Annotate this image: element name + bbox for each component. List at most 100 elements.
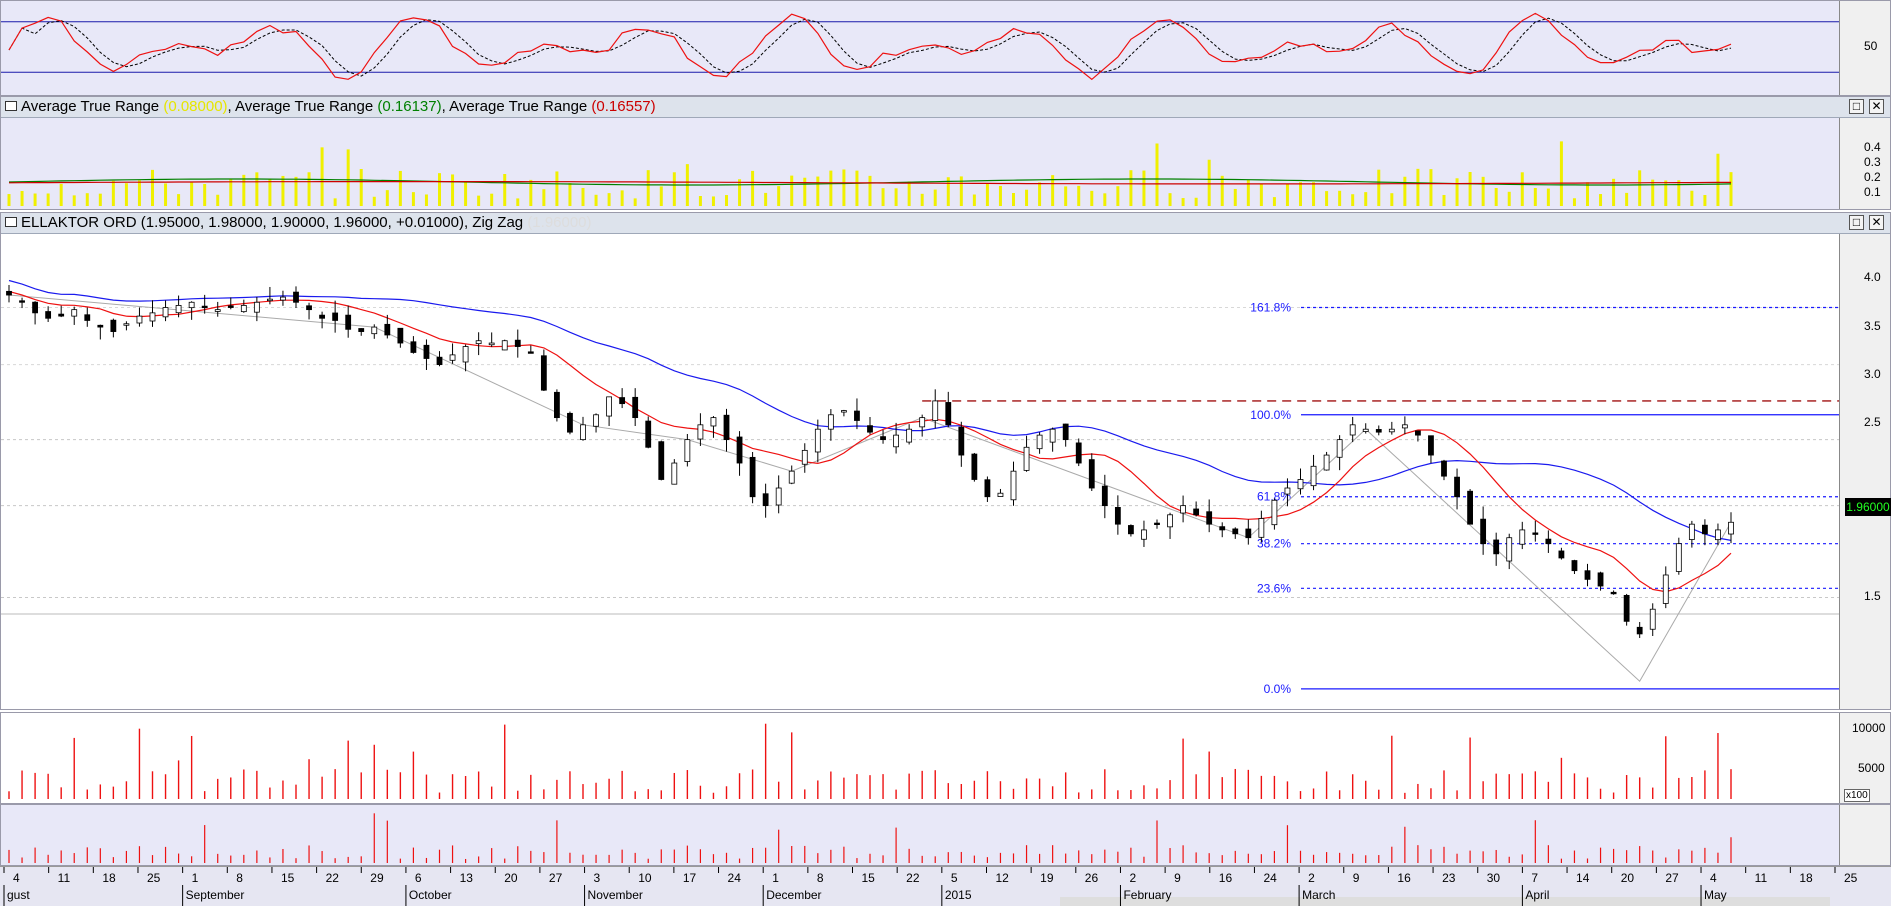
candle-up <box>606 396 612 417</box>
candle-up <box>814 428 821 453</box>
price-plot[interactable]: 161.8% 100.0% 61.8% 38.2% 23.6% 0.0% <box>1 234 1841 710</box>
candle-down <box>84 314 91 321</box>
candle-down <box>1232 528 1239 535</box>
atr-title-part: , Average True Range <box>441 98 592 115</box>
day-label: 22 <box>906 871 920 885</box>
day-label: 9 <box>1174 871 1181 885</box>
month-label: 2015 <box>945 888 972 902</box>
day-label: 17 <box>683 871 697 885</box>
candle-up <box>1715 529 1721 541</box>
month-label: March <box>1302 888 1335 902</box>
close-button[interactable]: ✕ <box>1869 99 1884 114</box>
atr-title: Average True Range (0.08000), Average Tr… <box>21 97 656 117</box>
candle-up <box>475 340 482 345</box>
candle-down <box>1206 511 1213 525</box>
stochastic-axis: 50 <box>1839 1 1890 95</box>
candle-up <box>684 439 691 462</box>
day-label: 5 <box>951 871 958 885</box>
price-pane: ELLAKTOR ORD (1.95000, 1.98000, 1.90000,… <box>0 212 1891 710</box>
candle-down <box>1415 430 1421 436</box>
candle-down <box>567 412 573 433</box>
candle-up <box>1506 537 1513 562</box>
pane-grip-icon[interactable] <box>5 217 17 227</box>
price-title-faded: (1.96000) <box>527 214 592 231</box>
candle-up <box>697 424 704 440</box>
candle-up <box>1284 487 1291 495</box>
candle-down <box>958 426 965 456</box>
candle-down <box>658 441 665 480</box>
day-label: 10 <box>638 871 652 885</box>
candle-down <box>540 355 547 391</box>
candle-down <box>1101 485 1108 507</box>
volume-pane: 10000 5000 x100 <box>0 712 1891 804</box>
candle-down <box>632 396 639 419</box>
stoch-k-line <box>8 12 1732 81</box>
day-label: 29 <box>370 871 384 885</box>
atr-header: Average True Range (0.08000), Average Tr… <box>1 97 1890 118</box>
day-label: 13 <box>460 871 474 885</box>
time-axis[interactable]: 4 11 18 25 1 8 15 22 29 6 13 20 27 3 10 17 24 1 8 15 22 5 12 19… <box>0 866 1891 906</box>
candle-down <box>332 312 339 321</box>
day-label: 18 <box>102 871 116 885</box>
volume-plot[interactable] <box>1 713 1841 803</box>
candle-down <box>384 323 391 336</box>
volume-axis-label: 10000 <box>1852 721 1886 735</box>
fibonacci-label: 38.2% <box>1257 537 1291 551</box>
candle-up <box>580 424 586 441</box>
day-label: 6 <box>415 871 422 885</box>
candle-down <box>854 410 860 421</box>
fibonacci-label: 61.8% <box>1257 490 1291 504</box>
day-label: 2 <box>1129 871 1136 885</box>
candle-down <box>1375 429 1382 433</box>
maximize-button[interactable]: □ <box>1849 99 1864 114</box>
day-label: 24 <box>728 871 742 885</box>
candle-up <box>162 307 169 318</box>
day-label: 4 <box>1710 871 1717 885</box>
candle-down <box>762 493 769 507</box>
candle-up <box>1688 523 1695 540</box>
pane-grip-icon[interactable] <box>5 101 17 111</box>
atr-plot[interactable] <box>1 118 1841 210</box>
day-label: 2 <box>1308 871 1315 885</box>
candle-down <box>527 351 534 354</box>
day-label: 8 <box>236 871 243 885</box>
stochastic-level-label: 50 <box>1864 39 1878 53</box>
candle-down <box>971 453 978 480</box>
candle-up <box>1010 470 1017 501</box>
atr-value-green: (0.16137) <box>377 98 442 115</box>
close-button[interactable]: ✕ <box>1869 215 1884 230</box>
candle-down <box>880 436 886 441</box>
candle-down <box>201 305 208 309</box>
candle-down <box>97 324 104 328</box>
candle-up <box>827 414 834 430</box>
candle-up <box>1336 439 1343 458</box>
candle-up <box>919 417 926 428</box>
candle-up <box>175 305 182 314</box>
candle-up <box>136 315 143 324</box>
candle-down <box>1545 538 1552 545</box>
candle-down <box>1154 522 1160 525</box>
lower-axis <box>1839 805 1890 865</box>
candle-down <box>1114 507 1121 525</box>
candle-up <box>1401 424 1408 429</box>
candle-down <box>1597 572 1604 587</box>
candle-up <box>1258 518 1265 538</box>
candle-down <box>619 397 626 405</box>
price-header: ELLAKTOR ORD (1.95000, 1.98000, 1.90000,… <box>1 213 1890 234</box>
day-label: 11 <box>58 871 71 885</box>
time-axis-labels: 4 11 18 25 1 8 15 22 29 6 13 20 27 3 10 17 24 1 8 15 22 5 12 19… <box>3 867 1858 906</box>
candle-up <box>1036 434 1043 450</box>
candle-up <box>1675 543 1682 572</box>
lower-volume-plot[interactable] <box>1 805 1841 865</box>
month-label: November <box>588 888 643 902</box>
candle-down <box>554 391 560 419</box>
candle-down <box>1636 626 1643 635</box>
candle-down <box>1075 442 1082 464</box>
stochastic-plot[interactable] <box>1 1 1841 95</box>
candle-down <box>1454 476 1460 498</box>
fibonacci-label: 161.8% <box>1250 301 1291 315</box>
maximize-button[interactable]: □ <box>1849 215 1864 230</box>
candle-up <box>1662 574 1669 604</box>
day-label: 25 <box>147 871 161 885</box>
fibonacci-label: 100.0% <box>1250 408 1291 422</box>
